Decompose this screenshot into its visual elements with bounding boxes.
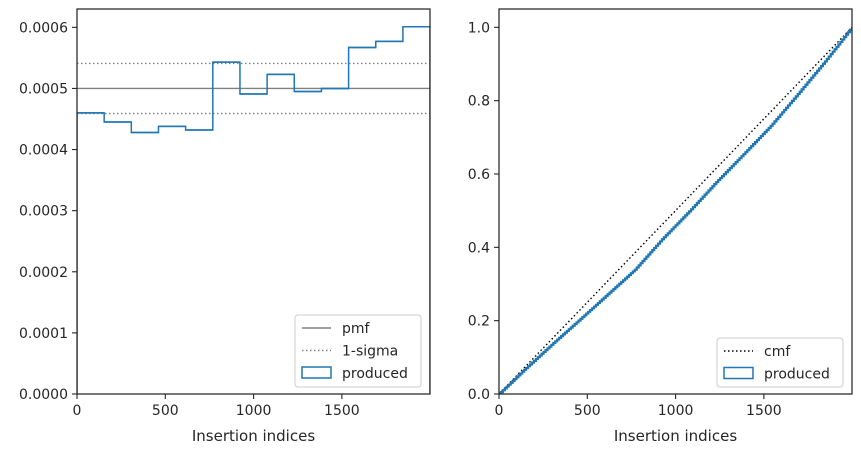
x-axis-label: Insertion indices (614, 427, 737, 445)
x-tick-label: 0 (73, 403, 82, 419)
y-tick-label: 0.4 (468, 240, 490, 256)
ecdf-point (661, 238, 663, 241)
series-produced (499, 27, 852, 394)
ecdf-point (715, 181, 718, 183)
ecdf-point (824, 60, 826, 63)
legend-handle-box (301, 366, 332, 379)
x-tick-label: 0 (495, 403, 504, 419)
y-tick-label: 0.6 (468, 167, 490, 183)
ecdf-point (796, 93, 799, 95)
legend-label: produced (764, 367, 830, 383)
ecdf-point (552, 342, 555, 344)
x-tick-label: 1500 (746, 403, 782, 419)
y-tick-label: 0.0006 (19, 20, 68, 36)
y-tick-label: 1.0 (468, 20, 490, 36)
legend-handle-box (723, 366, 754, 380)
ecdf-point (579, 318, 582, 320)
ecdf-point (742, 153, 745, 155)
y-tick-label: 0.0 (468, 387, 490, 403)
axes-frame (498, 8, 853, 395)
legend-label: cmf (764, 344, 791, 360)
y-tick-label: 0.0001 (19, 326, 68, 342)
legend-label: 1-sigma (342, 344, 398, 360)
legend: cmf produced (716, 337, 844, 388)
x-axis-label: Insertion indices (192, 427, 315, 445)
x-tick-label: 1500 (324, 403, 360, 419)
plot-area (499, 26, 852, 394)
y-tick-label: 0.0004 (19, 143, 68, 159)
x-tick-label: 500 (152, 403, 179, 419)
right-chart-panel: 0 500 1000 1500 0.0 0.2 0.4 0.6 0.8 1.0 Insertion … (468, 8, 853, 445)
y-tick-label: 0.0003 (19, 204, 68, 220)
x-tick-label: 1000 (658, 403, 694, 419)
y-tick-label: 0.0002 (19, 265, 68, 281)
legend-label: produced (342, 366, 408, 382)
ecdf-point (633, 268, 636, 271)
left-chart-panel: 0 500 1000 1500 0.0000 0.0001 0.0002 0.0003 0.00… (19, 8, 431, 445)
y-tick-label: 0.2 (468, 314, 490, 330)
plot-area (77, 25, 430, 394)
series-cmf (499, 26, 852, 394)
ecdf-point (606, 293, 609, 296)
ecdf-point (688, 210, 690, 213)
legend-label: pmf (342, 321, 371, 337)
y-tick-label: 0.0005 (19, 81, 68, 97)
legend: pmf 1-sigma produced (294, 314, 422, 388)
x-tick-label: 500 (574, 403, 601, 419)
legend-box (294, 314, 422, 388)
legend-box (716, 337, 844, 388)
ecdf-point (525, 367, 527, 369)
x-tick-label: 1000 (236, 403, 272, 419)
y-tick-label: 0.8 (468, 94, 490, 110)
ecdf-point (769, 125, 772, 127)
y-tick-label: 0.0000 (19, 387, 68, 403)
